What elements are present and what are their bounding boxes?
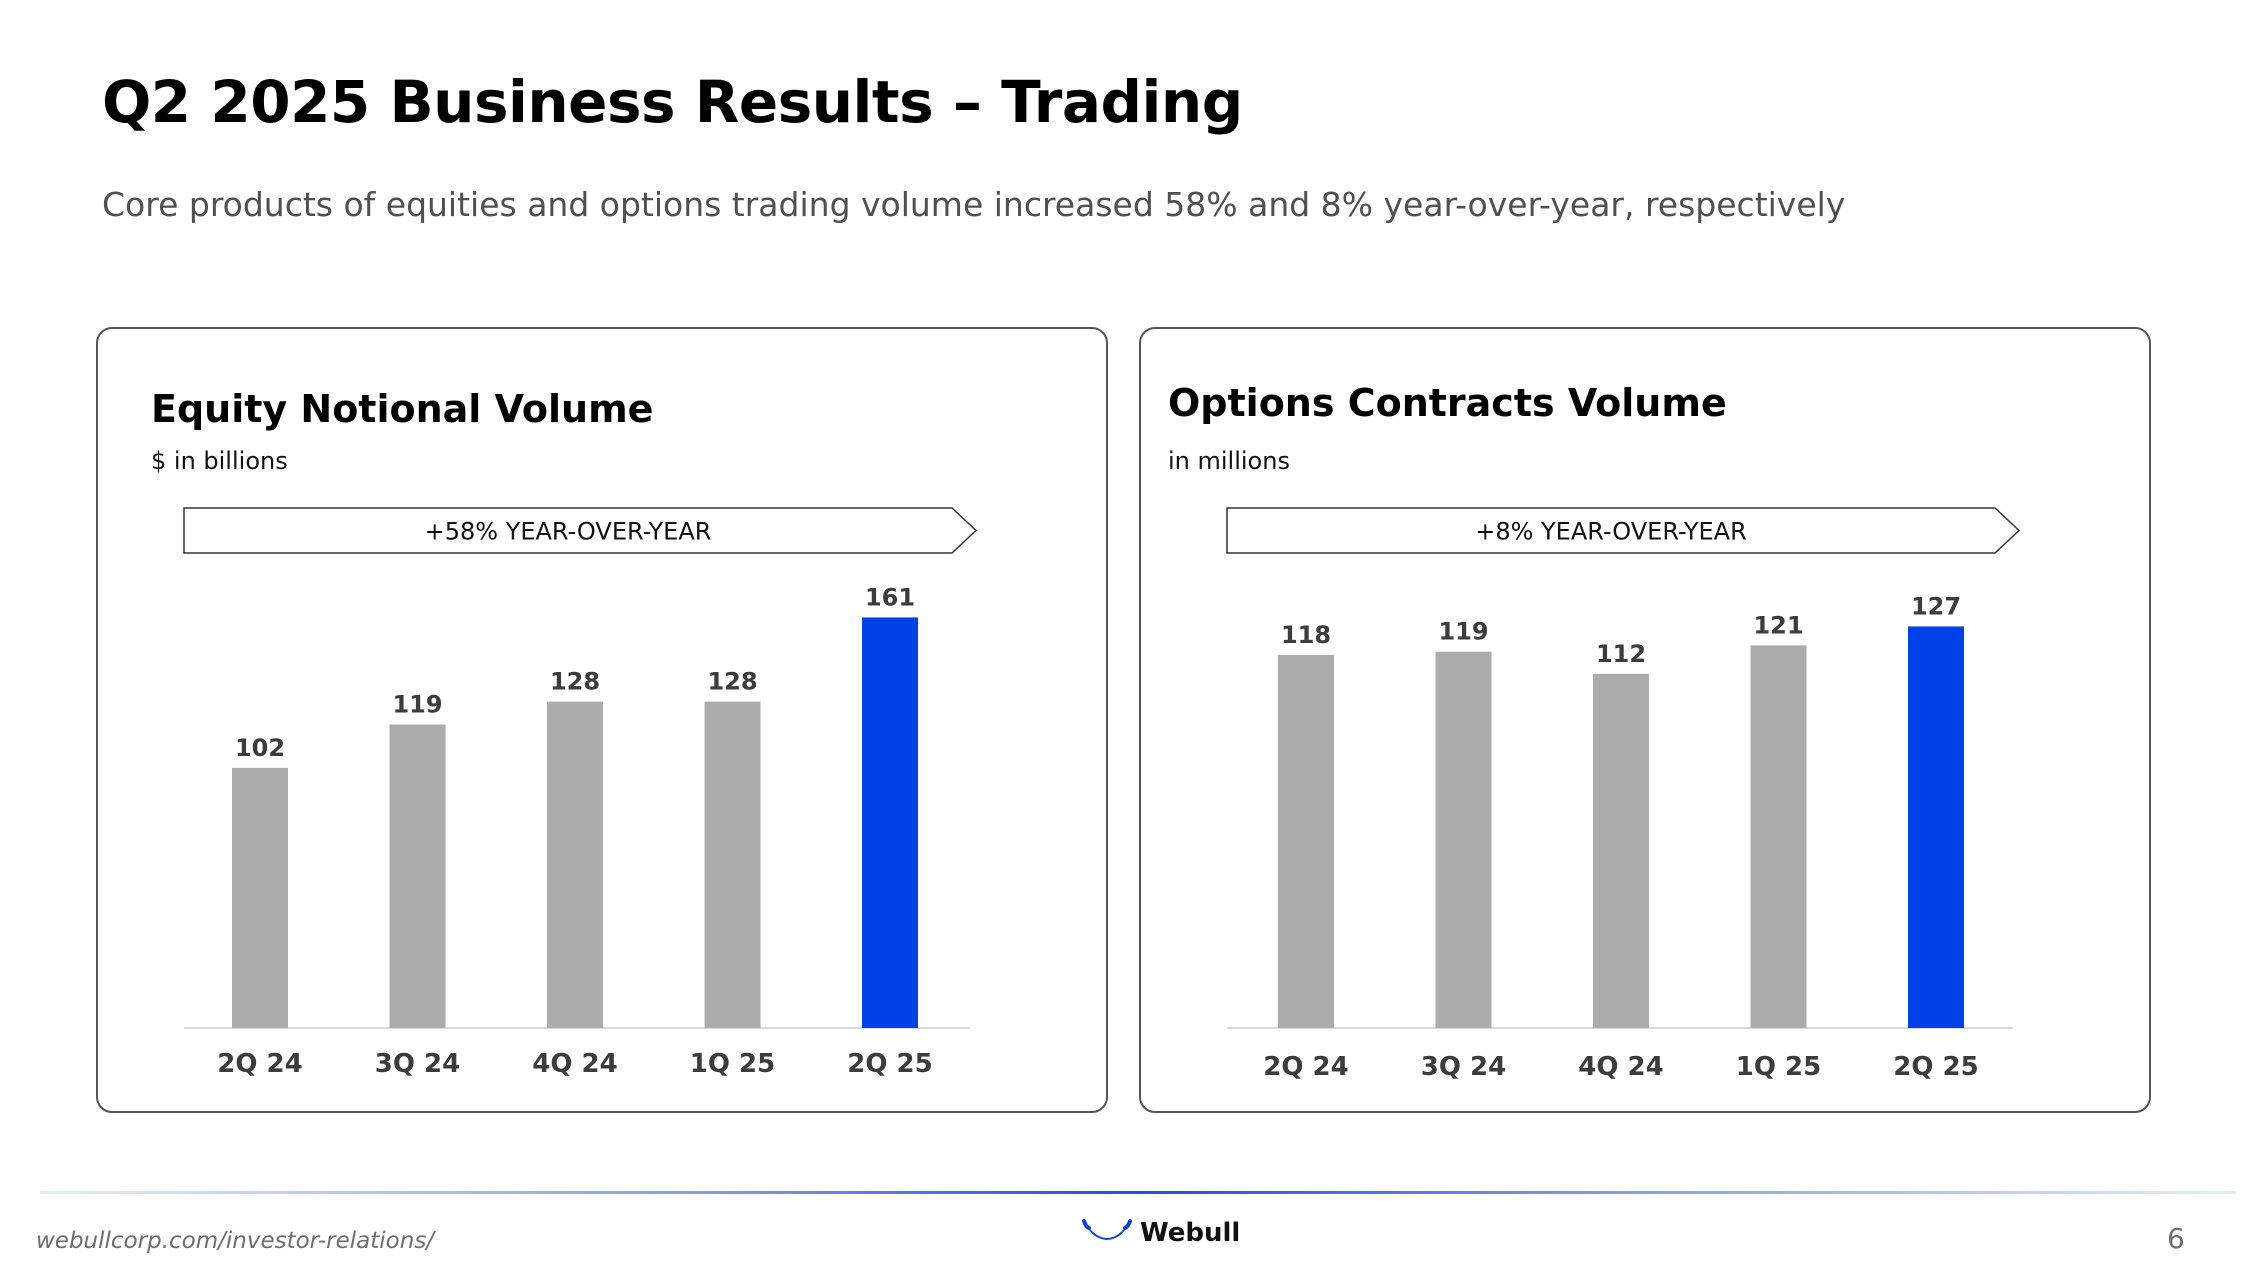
equity-callout-label: +58% YEAR-OVER-YEAR: [425, 518, 712, 546]
options-chart-title: Options Contracts Volume: [1168, 381, 1727, 425]
equity-category-label-3: 1Q 25: [690, 1049, 775, 1079]
equity-category-label-1: 3Q 24: [375, 1049, 460, 1079]
equity-value-label-3: 128: [707, 668, 757, 696]
footer-logo: Webull: [1082, 1218, 1240, 1248]
options-bar-2: [1593, 673, 1649, 1028]
footer-divider: [40, 1191, 2236, 1194]
options-category-label-1: 3Q 24: [1421, 1052, 1506, 1082]
equity-category-label-4: 2Q 25: [847, 1049, 932, 1079]
options-value-label-1: 119: [1438, 618, 1488, 646]
footer-brand: Webull: [1140, 1218, 1241, 1248]
equity-bar-2: [547, 701, 603, 1028]
options-bar-4: [1908, 626, 1964, 1028]
footer-url[interactable]: webullcorp.com/investor-relations/: [36, 1228, 435, 1254]
equity-bar-3: [704, 701, 761, 1028]
options-callout-label: +8% YEAR-OVER-YEAR: [1475, 518, 1747, 546]
options-value-label-3: 121: [1753, 611, 1803, 639]
options-value-label-0: 118: [1281, 621, 1331, 649]
options-volume-panel: Options Contracts Volume in millions +8%…: [1139, 327, 2151, 1113]
options-chart-unit: in millions: [1168, 447, 1290, 475]
equity-value-label-1: 119: [392, 691, 442, 719]
options-bar-1: [1435, 651, 1492, 1028]
options-category-label-0: 2Q 24: [1263, 1052, 1348, 1082]
equity-category-label-0: 2Q 24: [217, 1049, 302, 1079]
equity-callout-arrow: [183, 507, 978, 554]
page-number: 6: [2167, 1222, 2185, 1255]
equity-bar-4: [862, 617, 918, 1028]
options-volume-chart: +8% YEAR-OVER-YEAR 118 2Q 24 119 3Q 24 112 4Q …: [1226, 507, 2021, 1082]
options-value-label-2: 112: [1596, 640, 1646, 668]
equity-category-label-2: 4Q 24: [532, 1049, 617, 1079]
equity-value-label-0: 102: [235, 734, 285, 762]
equity-value-label-4: 161: [865, 583, 915, 611]
slide-subtitle: Core products of equities and options tr…: [102, 185, 1846, 224]
equity-chart-unit: $ in billions: [151, 447, 288, 475]
equity-volume-panel: Equity Notional Volume $ in billions +58…: [96, 327, 1108, 1113]
options-bar-3: [1750, 645, 1807, 1028]
options-category-label-3: 1Q 25: [1736, 1052, 1821, 1082]
equity-bar-0: [232, 767, 288, 1028]
equity-value-label-2: 128: [550, 668, 600, 696]
slide-title: Q2 2025 Business Results – Trading: [102, 68, 1243, 136]
options-bar-0: [1278, 654, 1334, 1028]
options-value-label-4: 127: [1911, 592, 1961, 620]
webull-logo-icon: [1082, 1219, 1132, 1240]
options-callout-arrow: [1226, 507, 2021, 554]
equity-chart-title: Equity Notional Volume: [151, 387, 654, 431]
equity-bar-1: [389, 724, 446, 1028]
options-category-label-2: 4Q 24: [1578, 1052, 1663, 1082]
equity-volume-chart: +58% YEAR-OVER-YEAR 102 2Q 24 119 3Q 24 128 4Q…: [183, 507, 978, 1079]
options-category-label-4: 2Q 25: [1893, 1052, 1978, 1082]
